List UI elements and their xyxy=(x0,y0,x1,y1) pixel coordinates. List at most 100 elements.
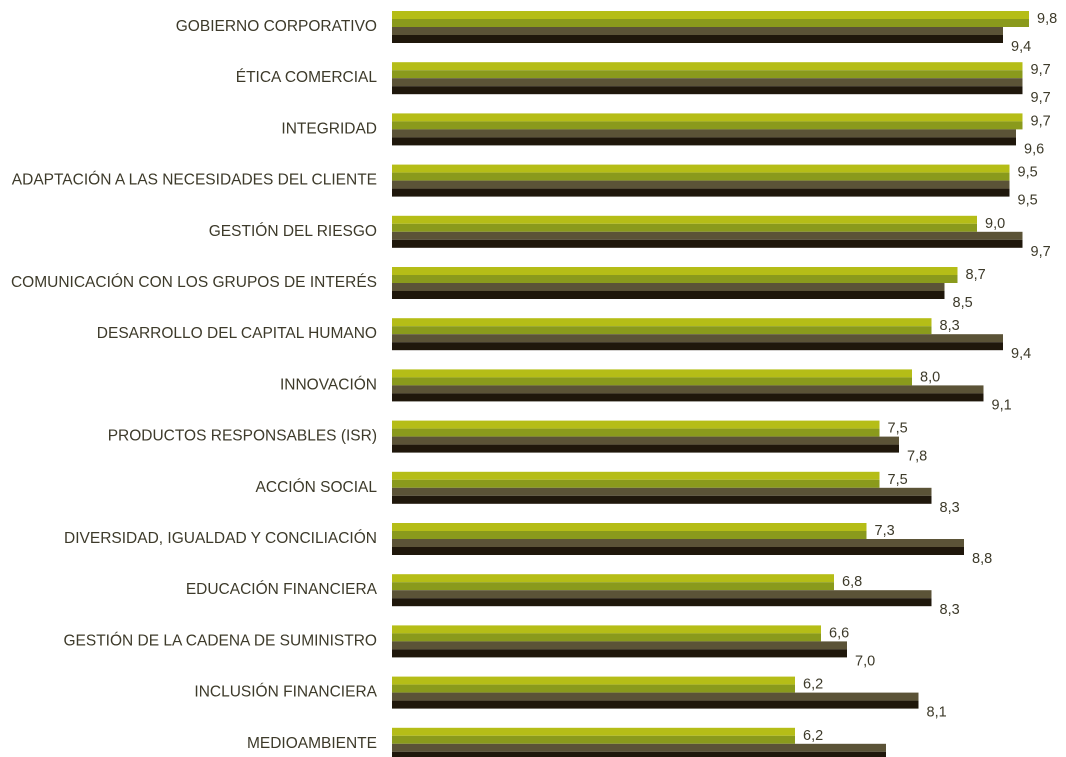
bar-series-2-upper xyxy=(392,129,1016,138)
data-label: 9,4 xyxy=(1011,39,1031,55)
bar-series-2-upper xyxy=(392,180,1010,189)
bar-series-2-upper xyxy=(392,539,964,547)
bar-series-2-lower xyxy=(392,495,932,504)
data-label: 8,3 xyxy=(940,500,960,516)
data-label: 9,1 xyxy=(992,397,1012,413)
bar-series-1-upper xyxy=(392,471,880,480)
data-label: 9,5 xyxy=(1018,193,1038,209)
bar-series-2-lower xyxy=(392,751,886,757)
data-label: 6,6 xyxy=(829,625,849,641)
data-label: 8,1 xyxy=(927,705,947,721)
bar-series-1-lower xyxy=(392,428,880,437)
bar-series-1-lower xyxy=(392,479,880,488)
bar-series-2-upper xyxy=(392,641,847,650)
category-label: GOBIERNO CORPORATIVO xyxy=(176,18,377,35)
bar-series-2-upper xyxy=(392,487,932,496)
data-label: 7,3 xyxy=(875,523,895,539)
bar-series-2-lower xyxy=(392,86,1023,95)
bar-series-1-upper xyxy=(392,676,795,685)
bar-series-1-upper xyxy=(392,727,795,736)
bar-series-1-upper xyxy=(392,420,880,429)
bar-series-2-lower xyxy=(392,444,899,453)
data-label: 7,0 xyxy=(855,653,875,669)
bar-series-2-lower xyxy=(392,649,847,658)
bar-series-1-upper xyxy=(392,574,834,583)
bar-series-2-lower xyxy=(392,342,1003,351)
data-label: 9,5 xyxy=(1018,165,1038,181)
bar-series-1-upper xyxy=(392,215,977,224)
bar-series-2-upper xyxy=(392,692,919,701)
bar-series-1-lower xyxy=(392,735,795,744)
data-label: 7,5 xyxy=(888,472,908,488)
data-label: 8,0 xyxy=(920,369,940,385)
bar-series-2-lower xyxy=(392,239,1023,248)
bar-series-1-upper xyxy=(392,164,1010,173)
bar-series-1-lower xyxy=(392,582,834,591)
data-label: 9,0 xyxy=(985,216,1005,232)
data-label: 6,8 xyxy=(842,574,862,590)
bar-series-2-upper xyxy=(392,385,984,394)
bar-series-2-lower xyxy=(392,291,945,299)
data-label: 8,3 xyxy=(940,318,960,334)
bar-series-1-upper xyxy=(392,523,867,531)
data-label: 9,7 xyxy=(1031,62,1051,78)
bar-series-2-lower xyxy=(392,598,932,607)
category-label: DIVERSIDAD, IGUALDAD Y CONCILIACIÓN xyxy=(64,530,377,547)
bar-series-1-lower xyxy=(392,684,795,693)
category-label: PRODUCTOS RESPONSABLES (ISR) xyxy=(108,428,377,445)
bar-series-2-upper xyxy=(392,436,899,445)
bar-series-2-lower xyxy=(392,188,1010,197)
category-label: INCLUSIÓN FINANCIERA xyxy=(194,684,377,701)
category-label: EDUCACIÓN FINANCIERA xyxy=(186,581,378,598)
bar-series-1-upper xyxy=(392,11,1029,19)
bar-series-1-lower xyxy=(392,172,1010,181)
bar-series-2-lower xyxy=(392,700,919,709)
category-label: COMUNICACIÓN CON LOS GRUPOS DE INTERÉS xyxy=(11,274,377,291)
category-label: ÉTICA COMERCIAL xyxy=(236,69,378,86)
bar-series-2-upper xyxy=(392,27,1003,35)
data-label: 9,7 xyxy=(1031,244,1051,260)
bar-series-2-upper xyxy=(392,743,886,752)
category-label: INNOVACIÓN xyxy=(280,376,377,393)
bar-series-2-upper xyxy=(392,334,1003,343)
bar-series-1-upper xyxy=(392,369,912,378)
bar-series-1-lower xyxy=(392,531,867,539)
bar-series-1-lower xyxy=(392,223,977,232)
bar-series-1-upper xyxy=(392,113,1023,122)
data-label: 9,4 xyxy=(1011,346,1031,362)
bar-series-1-lower xyxy=(392,275,958,283)
category-label: ACCIÓN SOCIAL xyxy=(256,479,378,496)
data-label: 9,8 xyxy=(1037,11,1057,27)
bar-series-1-lower xyxy=(392,19,1029,27)
data-label: 9,7 xyxy=(1031,113,1051,129)
category-label: GESTIÓN DE LA CADENA DE SUMINISTRO xyxy=(63,632,377,649)
bar-series-2-lower xyxy=(392,547,964,555)
data-label: 6,2 xyxy=(803,728,823,744)
bar-series-1-upper xyxy=(392,318,932,327)
bar-series-2-upper xyxy=(392,78,1023,87)
data-label: 7,5 xyxy=(888,421,908,437)
data-label: 8,5 xyxy=(953,295,973,311)
data-label: 9,7 xyxy=(1031,90,1051,106)
bar-series-1-upper xyxy=(392,62,1023,71)
category-label: DESARROLLO DEL CAPITAL HUMANO xyxy=(97,325,377,342)
category-label: ADAPTACIÓN A LAS NECESIDADES DEL CLIENTE xyxy=(12,172,377,189)
bar-series-2-upper xyxy=(392,283,945,291)
data-label: 7,8 xyxy=(907,449,927,465)
bar-series-2-upper xyxy=(392,231,1023,240)
category-label: GESTIÓN DEL RIESGO xyxy=(209,223,377,240)
bar-series-2-lower xyxy=(392,35,1003,43)
category-label: MEDIOAMBIENTE xyxy=(247,735,377,752)
bar-series-1-lower xyxy=(392,326,932,335)
data-label: 8,7 xyxy=(966,267,986,283)
data-label: 8,3 xyxy=(940,602,960,618)
bar-series-1-upper xyxy=(392,267,958,275)
data-label: 9,6 xyxy=(1024,141,1044,157)
data-label: 6,2 xyxy=(803,677,823,693)
category-label: INTEGRIDAD xyxy=(281,120,377,137)
bar-series-1-lower xyxy=(392,121,1023,130)
bar-series-2-lower xyxy=(392,137,1016,146)
bar-series-2-lower xyxy=(392,393,984,402)
